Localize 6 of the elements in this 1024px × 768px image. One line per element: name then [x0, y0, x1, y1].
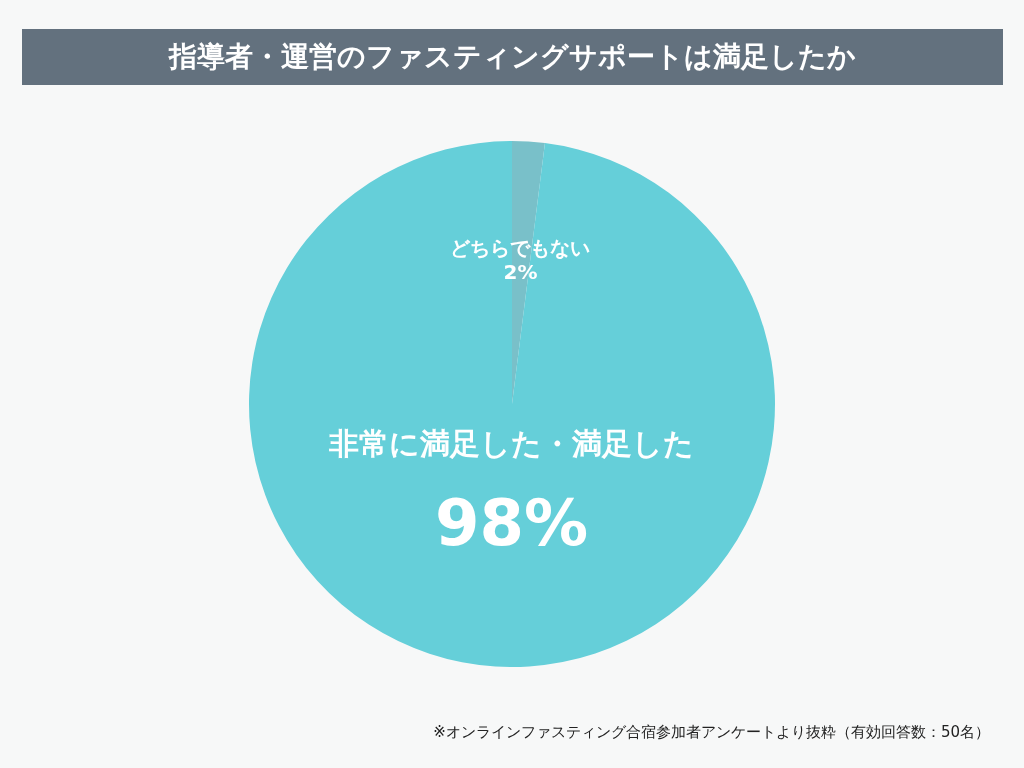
- slice-label: どちらでもない: [450, 235, 591, 260]
- chart-title: 指導者・運営のファスティングサポートは満足したか: [167, 39, 856, 73]
- data-label: 98%: [434, 486, 589, 561]
- slice-label: 非常に満足した・満足した: [328, 425, 695, 461]
- text: ※オンラインファスティング合宿参加者アンケートより抜粋（有効回答数：50名）: [433, 722, 990, 741]
- data-label: 2%: [503, 259, 538, 284]
